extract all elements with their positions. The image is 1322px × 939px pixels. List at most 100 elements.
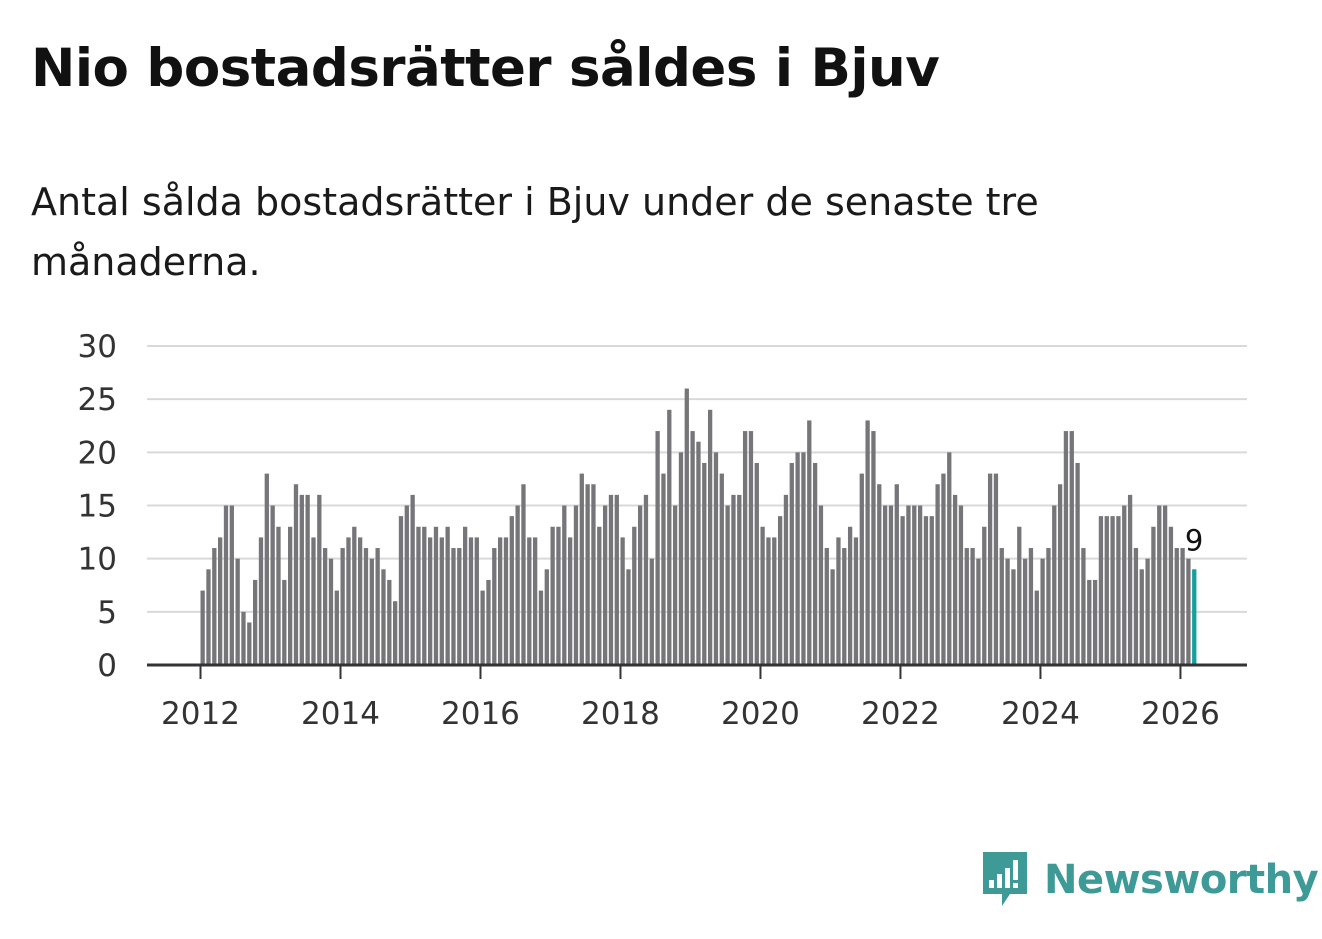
bar — [573, 505, 579, 665]
bar — [655, 431, 660, 665]
x-tick-label: 2020 — [721, 696, 800, 732]
bar — [422, 526, 427, 665]
bar — [626, 569, 631, 665]
bar — [334, 590, 339, 665]
bar — [836, 537, 841, 665]
bar — [532, 537, 538, 665]
x-tick-label: 2012 — [161, 696, 240, 732]
bar — [754, 462, 759, 665]
bar — [690, 431, 695, 665]
bar — [812, 462, 818, 665]
bar — [480, 590, 485, 665]
axes — [147, 663, 1247, 679]
x-tick-label: 2018 — [581, 696, 660, 732]
bar — [556, 526, 561, 665]
bar — [527, 537, 532, 665]
bar — [602, 505, 608, 665]
bar — [894, 484, 899, 665]
bar — [1145, 558, 1150, 665]
bar — [1022, 558, 1028, 665]
bar — [1005, 558, 1010, 665]
bar — [235, 558, 240, 665]
bar — [253, 579, 258, 665]
bar — [1139, 569, 1144, 665]
bar — [562, 505, 567, 665]
bar — [632, 526, 637, 665]
bar — [293, 484, 299, 665]
bar — [760, 526, 765, 665]
bar — [1046, 548, 1051, 665]
bar — [439, 537, 444, 665]
bar — [416, 526, 421, 665]
bar — [1011, 569, 1016, 665]
bar — [328, 558, 334, 665]
y-tick-label: 0 — [97, 648, 117, 684]
bar — [906, 505, 911, 665]
bar — [696, 441, 701, 665]
bar — [1075, 462, 1080, 665]
bar — [742, 431, 748, 665]
bar — [270, 505, 275, 665]
newsworthy-logo-icon — [980, 848, 1030, 912]
bar — [649, 558, 654, 665]
bar — [212, 548, 217, 665]
bar — [398, 516, 404, 665]
bar — [457, 548, 462, 665]
bar-highlight — [1192, 569, 1197, 665]
bar — [223, 505, 229, 665]
bar — [579, 473, 584, 665]
bar — [1157, 505, 1162, 665]
bar — [1034, 590, 1039, 665]
bar — [591, 484, 596, 665]
x-tick-label: 2026 — [1141, 696, 1220, 732]
bar — [789, 462, 794, 665]
bar — [369, 558, 374, 665]
bar — [585, 484, 590, 665]
bar — [993, 473, 999, 665]
bar — [772, 537, 777, 665]
bar — [608, 494, 614, 665]
bar — [521, 484, 526, 665]
chart-title: Nio bostadsrätter såldes i Bjuv — [31, 38, 940, 99]
y-tick-label: 15 — [78, 489, 117, 525]
bar — [264, 473, 269, 665]
bar — [1122, 505, 1127, 665]
bar — [917, 505, 923, 665]
bar — [1116, 516, 1121, 665]
bar — [783, 494, 789, 665]
bar — [818, 505, 824, 665]
bar — [486, 579, 491, 665]
bar — [1087, 579, 1092, 665]
brand-name: Newsworthy — [1044, 857, 1319, 903]
bar — [725, 505, 730, 665]
bar — [1081, 548, 1086, 665]
bar — [1040, 558, 1045, 665]
bar — [1052, 505, 1057, 665]
bar — [842, 548, 847, 665]
bar — [719, 473, 724, 665]
bar — [713, 452, 719, 665]
bar — [859, 473, 864, 665]
bar — [999, 548, 1004, 665]
bar — [352, 526, 357, 665]
y-tick-label: 10 — [78, 542, 117, 578]
bar — [830, 569, 835, 665]
bar — [824, 548, 829, 665]
bar — [1110, 516, 1115, 665]
bar — [218, 537, 223, 665]
bar — [952, 494, 958, 665]
bar — [363, 548, 369, 665]
bar — [801, 452, 806, 665]
bar — [643, 494, 649, 665]
bar — [497, 537, 503, 665]
bar — [941, 473, 946, 665]
x-tick-label: 2016 — [441, 696, 520, 732]
bar — [544, 569, 549, 665]
bar — [672, 505, 678, 665]
axis-labels: 0 5 10 15 20 25 30 9 2012 2014 2016 2018 2020 2022 202… — [78, 329, 1220, 732]
bar — [515, 505, 520, 665]
bar — [1133, 548, 1139, 665]
bar — [987, 473, 993, 665]
bar — [865, 420, 870, 665]
